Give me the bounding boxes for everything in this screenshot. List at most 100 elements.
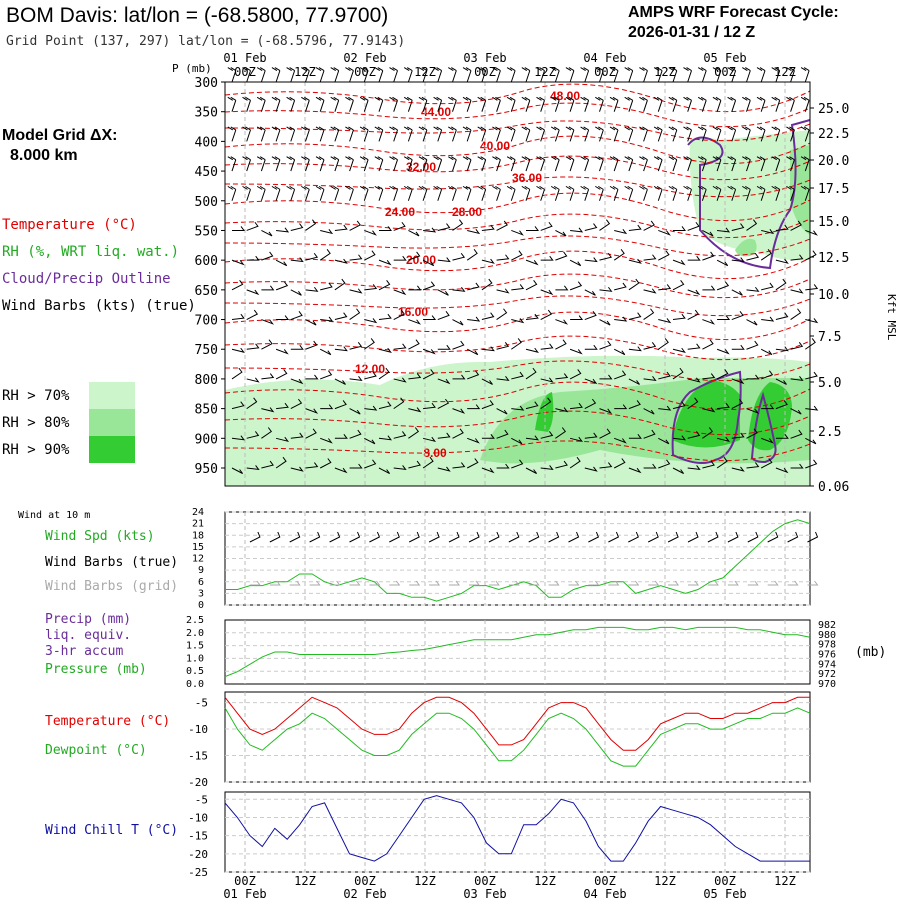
wind-tick-label: 21 bbox=[192, 519, 204, 530]
wind-barb bbox=[393, 465, 407, 471]
wind-barb-grid bbox=[668, 580, 680, 586]
wind-barb bbox=[550, 96, 560, 112]
wind-barb bbox=[624, 96, 634, 112]
wind-barb bbox=[433, 67, 443, 83]
wind-barb bbox=[433, 156, 443, 172]
wind-barb bbox=[242, 126, 251, 142]
pressure-tick-label: 970 bbox=[818, 679, 836, 690]
page-title: BOM Davis: lat/lon = (-68.5800, 77.9700) bbox=[6, 4, 389, 27]
wind-barb bbox=[672, 280, 685, 291]
wind-barb bbox=[452, 286, 466, 292]
pressure-tick-label: 800 bbox=[195, 373, 218, 388]
wind-barb bbox=[805, 250, 817, 261]
wind-barb bbox=[227, 67, 237, 83]
wind-barb-grid bbox=[329, 580, 341, 586]
wind-barb bbox=[643, 342, 657, 350]
wind-barb bbox=[452, 374, 466, 380]
wind-barb bbox=[275, 456, 287, 469]
wind-barb bbox=[437, 311, 450, 321]
legend-rh: RH (%, WRT liq. wat.) bbox=[2, 244, 180, 260]
wind-barb-grid bbox=[648, 580, 660, 586]
wind-barb bbox=[760, 249, 772, 261]
wind-barb bbox=[305, 252, 319, 261]
wind-barb bbox=[746, 340, 759, 350]
wind-barb bbox=[511, 437, 523, 445]
wind-barb bbox=[614, 370, 627, 380]
wind-barb bbox=[731, 466, 745, 472]
wind-barb bbox=[467, 370, 480, 380]
height-tick-label: 2.5 bbox=[818, 425, 841, 440]
wind-barb bbox=[315, 185, 325, 201]
wind-barb bbox=[683, 156, 692, 172]
wind-barb bbox=[540, 255, 554, 261]
pressure-tick-label: 500 bbox=[195, 195, 218, 210]
precip-accum-label: 3-hr accum bbox=[45, 644, 124, 659]
wind-barb bbox=[697, 156, 707, 172]
wind-tick-label: 24 bbox=[192, 507, 204, 518]
temperature-contour-label: 40.00 bbox=[480, 139, 510, 153]
temperature-contour bbox=[224, 83, 811, 113]
wind-barb bbox=[697, 126, 707, 142]
wind-barb bbox=[374, 185, 384, 201]
wind-barb bbox=[261, 251, 274, 261]
wind-barb bbox=[712, 67, 722, 83]
pressure-tick-label: 750 bbox=[195, 343, 218, 358]
wind-barb bbox=[261, 285, 275, 291]
wind-barb bbox=[378, 259, 392, 266]
wind-barb bbox=[422, 281, 436, 291]
wind-barb bbox=[790, 463, 804, 469]
wind-barb-grid bbox=[568, 580, 580, 586]
wind-barb-grid bbox=[707, 580, 719, 586]
wind-barb bbox=[496, 429, 509, 439]
wind-barb bbox=[290, 223, 304, 231]
wind-barb bbox=[408, 285, 422, 291]
pressure-tick-label: 974 bbox=[818, 659, 836, 670]
wind-barb bbox=[334, 346, 348, 352]
pressure-unit: (mb) bbox=[855, 645, 887, 660]
pressure-tick-label: 850 bbox=[195, 403, 218, 418]
top-hour-label: 00Z bbox=[594, 65, 616, 79]
wind-barb bbox=[658, 459, 671, 469]
wind-barb bbox=[393, 255, 407, 261]
temperature-panel-frame bbox=[224, 691, 811, 783]
top-date-label: 02 Feb bbox=[343, 51, 386, 65]
wind-barb bbox=[639, 96, 648, 112]
temperature-contour-label: 28.00 bbox=[452, 205, 482, 219]
wind-barb bbox=[536, 96, 545, 112]
precip-tick-label: 2.5 bbox=[186, 615, 204, 626]
wind-barb-grid bbox=[389, 580, 401, 586]
wind-barb bbox=[496, 220, 508, 231]
precip-tick-label: 2.0 bbox=[186, 628, 204, 639]
wind-barb bbox=[301, 96, 310, 112]
wind-barb bbox=[643, 308, 655, 320]
wind-barb bbox=[276, 227, 290, 233]
wind-barb bbox=[437, 398, 450, 410]
wind-barb bbox=[697, 185, 707, 201]
legend-rh90-label: RH > 90% bbox=[2, 442, 70, 458]
top-hour-label: 00Z bbox=[234, 65, 256, 79]
wind-barb bbox=[246, 431, 260, 439]
wind-barb bbox=[525, 347, 539, 353]
wind-barb bbox=[599, 462, 613, 469]
wind-barb bbox=[315, 156, 325, 172]
wind-barb bbox=[276, 315, 290, 321]
wind-barb bbox=[800, 156, 810, 172]
wind-barb bbox=[584, 432, 598, 439]
wind-barb bbox=[349, 376, 363, 381]
wind-barb bbox=[790, 376, 804, 381]
wind-barb bbox=[330, 185, 340, 201]
temperature-tick-label: -20 bbox=[188, 776, 208, 789]
windchill-tick-label: -20 bbox=[188, 848, 208, 861]
wind-barb bbox=[624, 67, 634, 83]
height-tick-label: 25.0 bbox=[818, 102, 849, 117]
wind-barb-grid bbox=[508, 580, 520, 586]
wind-barb bbox=[746, 428, 758, 439]
wind-barb bbox=[231, 401, 245, 410]
wind-barb bbox=[393, 221, 406, 231]
wind-barb-grid bbox=[249, 580, 261, 586]
wind-barb bbox=[599, 252, 613, 261]
wind-barb-10m bbox=[667, 531, 679, 543]
wind-barb bbox=[746, 252, 760, 261]
wind-barb bbox=[756, 96, 766, 112]
wind-barb bbox=[290, 257, 304, 263]
